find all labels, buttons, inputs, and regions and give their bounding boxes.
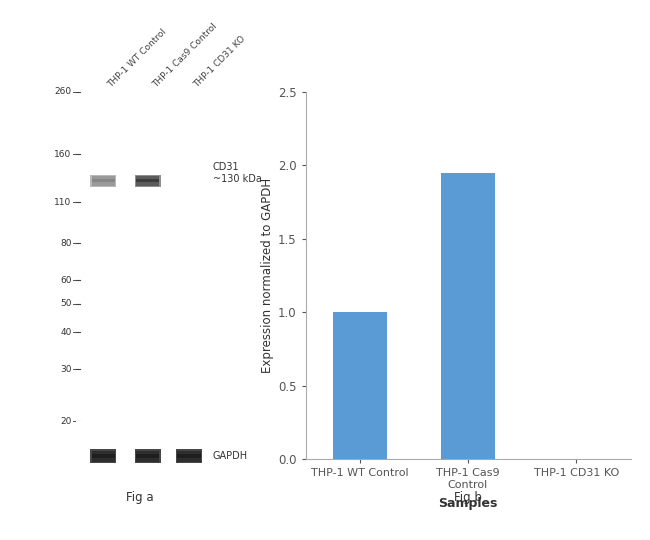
Bar	[177, 455, 201, 458]
X-axis label: Samples: Samples	[438, 497, 498, 510]
Text: 110: 110	[54, 198, 72, 207]
Bar	[177, 451, 201, 462]
Text: THP-1 Cas9 Control: THP-1 Cas9 Control	[151, 21, 218, 89]
Bar	[92, 176, 115, 186]
Bar	[92, 455, 115, 458]
Text: 160: 160	[54, 150, 72, 159]
Bar	[136, 451, 159, 462]
Bar	[136, 455, 159, 458]
Y-axis label: Expression normalized to GAPDH: Expression normalized to GAPDH	[261, 178, 274, 373]
Text: GAPDH: GAPDH	[213, 451, 248, 461]
Text: 20: 20	[60, 417, 72, 426]
Text: 50: 50	[60, 299, 72, 308]
Text: Fig b: Fig b	[454, 491, 482, 504]
Bar	[176, 449, 202, 463]
Text: CD31
~130 kDa: CD31 ~130 kDa	[213, 162, 261, 184]
Text: THP-1 WT Control: THP-1 WT Control	[107, 27, 169, 89]
Bar	[136, 179, 159, 183]
Bar	[92, 179, 115, 183]
Text: 260: 260	[55, 87, 72, 96]
Bar	[136, 176, 159, 186]
Bar	[90, 449, 116, 463]
Bar	[90, 174, 116, 187]
Bar	[135, 449, 161, 463]
Text: 30: 30	[60, 364, 72, 374]
Text: Fig a: Fig a	[126, 491, 153, 504]
Bar	[441, 173, 495, 459]
Text: 80: 80	[60, 239, 72, 248]
Text: THP-1 CD31 KO: THP-1 CD31 KO	[192, 34, 248, 89]
Bar	[135, 174, 161, 187]
Bar	[333, 312, 387, 459]
Bar	[92, 451, 115, 462]
Text: 40: 40	[60, 328, 72, 336]
Text: 60: 60	[60, 275, 72, 285]
